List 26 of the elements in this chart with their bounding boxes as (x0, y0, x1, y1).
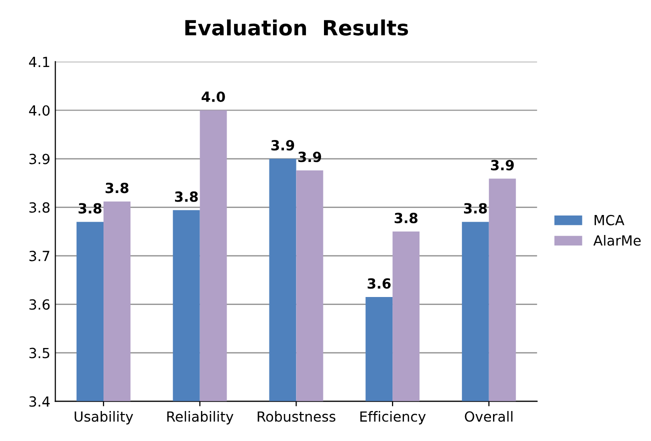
data-label: 3.6 (368, 278, 391, 289)
data-label: 3.8 (174, 191, 198, 202)
legend-label: AlarMe (593, 234, 641, 246)
data-label: 3.8 (78, 203, 102, 214)
x-tick-label: Efficiency (360, 411, 426, 424)
y-tick-label: 3.6 (29, 299, 50, 310)
y-tick-label: 4.0 (29, 105, 50, 116)
y-tick-label: 3.9 (29, 154, 50, 164)
legend-label: MCA (594, 214, 624, 226)
data-label: 3.9 (491, 160, 514, 170)
x-tick-label: Robustness (258, 411, 336, 422)
y-tick-label: 4.1 (29, 56, 50, 68)
data-label: 3.9 (298, 152, 322, 162)
x-tick-label: Reliability (167, 411, 234, 424)
x-tick-label: Usability (74, 411, 134, 424)
chart-title: Evaluation Results (185, 19, 408, 36)
data-label: 3.9 (271, 140, 294, 151)
data-label: 3.8 (106, 182, 128, 194)
data-label: 4.0 (202, 92, 225, 102)
y-tick-label: 3.7 (29, 250, 50, 262)
y-tick-label: 3.4 (29, 396, 50, 407)
x-tick-label: Overall (464, 411, 512, 422)
y-tick-label: 3.5 (29, 348, 50, 358)
data-label: 3.8 (394, 212, 418, 224)
data-label: 3.8 (464, 203, 487, 214)
y-tick-label: 3.8 (29, 202, 50, 213)
